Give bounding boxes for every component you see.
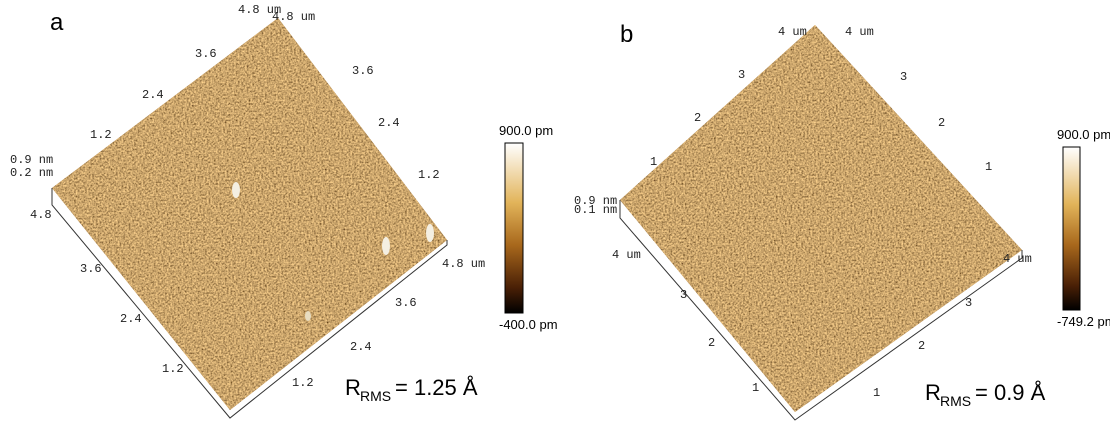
axis-label: 2.4	[120, 312, 142, 326]
rms-subscript: RMS	[360, 388, 391, 404]
axis-label: 3.6	[80, 262, 102, 276]
axis-label: 1.2	[418, 168, 440, 182]
axis-label: 3.6	[395, 296, 417, 310]
axis-label: 4 um	[778, 25, 807, 39]
axis-label: 1.2	[292, 376, 314, 390]
surface-a	[51, 18, 448, 419]
axis-label: 3	[738, 68, 745, 82]
colorbar-max: 900.0 pm	[499, 123, 553, 138]
axis-label: 2	[708, 336, 715, 350]
axis-label: 0.9 nm	[574, 194, 617, 208]
panel-label: a	[50, 9, 64, 36]
axis-label: 2.4	[142, 88, 164, 102]
panel-label: b	[620, 21, 633, 48]
colorbar	[1062, 146, 1081, 311]
axis-label: 4 um	[612, 248, 641, 262]
colorbar-min: -400.0 pm	[499, 317, 558, 332]
colorbar-min: -749.2 pm	[1057, 314, 1110, 329]
axis-label: 0.2 nm	[10, 166, 53, 180]
rms-value: = 1.25 Å	[395, 375, 478, 400]
axis-label: 4.8 um	[238, 3, 281, 17]
axis-label: 3.6	[352, 64, 374, 78]
rms-value: = 0.9 Å	[975, 380, 1046, 405]
axis-label: 3	[900, 70, 907, 84]
axis-label: 2.4	[378, 116, 400, 130]
axis-label: 4 um	[845, 25, 874, 39]
colorbar-max: 900.0 pm	[1057, 127, 1110, 142]
surface-b	[619, 25, 1023, 421]
axis-label: 1	[650, 155, 657, 169]
axis-label: 2	[938, 116, 945, 130]
axis-label: 1	[985, 160, 992, 174]
axis-label: 2.4	[350, 340, 372, 354]
axis-label: 0.1 nm	[574, 203, 617, 217]
colorbar	[504, 142, 524, 314]
axis-label: 4.8	[30, 208, 52, 222]
axis-label: 1.2	[90, 128, 112, 142]
axis-label: 1.2	[162, 362, 184, 376]
axis-label: 2	[694, 111, 701, 125]
axis-label: 3	[965, 296, 972, 310]
axis-label: 3.6	[195, 47, 217, 61]
rms-subscript: RMS	[940, 393, 971, 409]
axis-label: 0.9 nm	[10, 153, 53, 167]
rms-symbol: R	[925, 380, 941, 405]
axis-label: 3	[680, 288, 687, 302]
axis-label: 2	[918, 339, 925, 353]
rms-symbol: R	[345, 375, 361, 400]
axis-label: 1	[873, 386, 880, 400]
axis-label: 4.8 um	[442, 257, 485, 271]
axis-label: 1	[752, 381, 759, 395]
axis-label: 4 um	[1003, 252, 1032, 266]
axis-label: 4.8 um	[272, 10, 315, 24]
